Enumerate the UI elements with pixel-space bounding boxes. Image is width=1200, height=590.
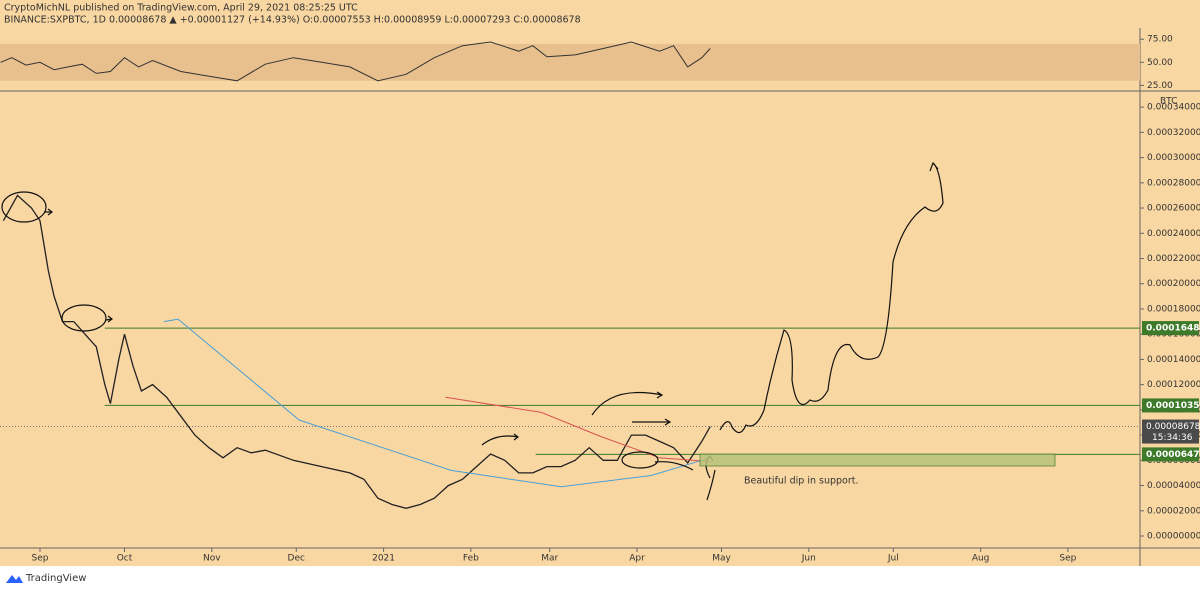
x-tick-label: Mar	[541, 554, 558, 564]
last-price-label: 0.00008678	[1146, 422, 1200, 432]
header-line1: CryptoMichNL published on TradingView.co…	[4, 3, 358, 14]
y-tick-label: 0.00030000	[1147, 153, 1200, 163]
x-tick-label: Oct	[117, 554, 133, 564]
y-tick-label: 0.00028000	[1147, 178, 1200, 188]
x-tick-label: Apr	[629, 554, 645, 564]
level-tag	[1142, 447, 1199, 462]
y-tick-label: 0.00018000	[1147, 304, 1200, 314]
y-tick-label: 50.00	[1147, 58, 1173, 68]
series-line	[0, 41, 711, 82]
level-label: 0.00006470	[1146, 450, 1200, 460]
y-tick-label: 0.00024000	[1147, 229, 1200, 239]
header-line2: BINANCE:SXPBTC, 1D 0.00008678 ▲ +0.00001…	[4, 15, 581, 26]
level-label: 0.00010352	[1146, 401, 1200, 411]
annotation: Beautiful dip in support.	[744, 476, 859, 487]
series-line	[445, 396, 711, 463]
level-tag	[1142, 398, 1199, 413]
x-tick-label: Feb	[463, 554, 479, 564]
x-tick-label: Jul	[887, 554, 899, 564]
support-zone	[699, 453, 1056, 467]
x-tick-label: Sep	[1059, 554, 1076, 564]
countdown: 15:34:36	[1152, 433, 1193, 443]
x-tick-label: 2021	[372, 554, 395, 564]
series-line	[2, 194, 711, 509]
x-tick-label: May	[712, 554, 731, 564]
y-tick-label: 25.00	[1147, 81, 1173, 91]
y-tick-label: 0.00020000	[1147, 279, 1200, 289]
x-tick-label: Jun	[801, 554, 816, 564]
drawings	[1, 161, 944, 501]
footer-logo	[6, 575, 23, 583]
x-tick-label: Sep	[32, 554, 49, 564]
y-tick-label: 0.00026000	[1147, 204, 1200, 214]
level-tag	[1142, 321, 1199, 336]
y-tick-label: 0.00002000	[1147, 506, 1200, 516]
last-price-tag	[1142, 419, 1199, 444]
y-tick-label: 0.00014000	[1147, 355, 1200, 365]
footer-bar	[0, 566, 1200, 590]
y-tick-label: 0.00000000	[1147, 532, 1200, 542]
y-tick-label: 0.00012000	[1147, 380, 1200, 390]
series-line	[163, 318, 711, 488]
x-tick-label: Nov	[203, 554, 221, 564]
y-tick-label: 0.00034000	[1147, 103, 1200, 113]
footer-brand: TradingView	[25, 573, 86, 584]
y-tick-label: 0.00022000	[1147, 254, 1200, 264]
rsi-band	[0, 43, 1140, 81]
x-tick-label: Aug	[972, 554, 990, 564]
y-tick-label: 0.00004000	[1147, 481, 1200, 491]
y-tick-label: 0.00032000	[1147, 128, 1200, 138]
y-tick-label: 75.00	[1147, 35, 1173, 45]
axis-unit: BTC	[1160, 97, 1177, 107]
x-tick-label: Dec	[288, 554, 305, 564]
level-label: 0.00016484	[1146, 324, 1200, 334]
